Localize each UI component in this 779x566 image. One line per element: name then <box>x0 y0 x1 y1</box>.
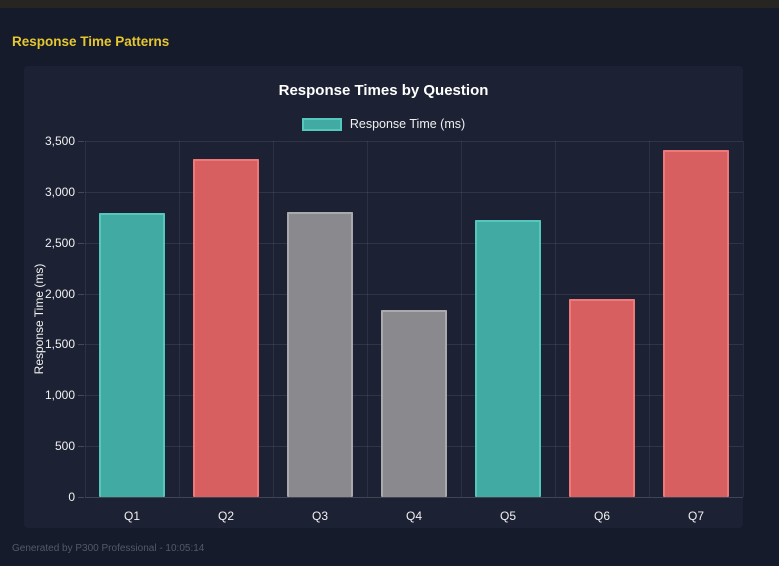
y-tick-label: 1,000 <box>44 388 75 403</box>
y-tick-label: 3,000 <box>44 184 75 199</box>
chart-panel: Response Times by Question Response Time… <box>24 66 744 528</box>
y-tick-mark <box>78 141 84 142</box>
y-tick-label: 1,500 <box>44 337 75 352</box>
y-tick-mark <box>78 446 84 448</box>
y-gridline <box>85 141 743 142</box>
x-gridline <box>461 141 462 497</box>
x-gridline <box>367 141 368 497</box>
y-tick-mark <box>78 191 84 193</box>
x-gridline <box>649 141 650 497</box>
y-tick-mark <box>78 344 84 346</box>
x-tick-label-q2: Q2 <box>217 509 234 523</box>
x-tick-label-q4: Q4 <box>405 509 422 523</box>
y-gridline <box>85 191 743 193</box>
x-gridline <box>555 141 556 497</box>
x-gridline <box>273 141 274 497</box>
page-title: Response Time Patterns <box>12 34 170 49</box>
y-gridline <box>85 293 743 295</box>
x-tick-label-q3: Q3 <box>311 509 328 523</box>
plot-area: Response Time (ms) 0 500 1,000 1,500 2,000 2,… <box>32 134 744 523</box>
bar-q4[interactable] <box>381 309 447 497</box>
bar-q5[interactable] <box>475 220 541 497</box>
footer-status-text: Generated by P300 Professional - 10:05:1… <box>12 543 205 554</box>
x-tick-label-q6: Q6 <box>593 509 610 523</box>
window-topbar <box>0 0 779 8</box>
y-tick-mark <box>78 242 84 244</box>
y-tick-label: 3,500 <box>44 134 75 148</box>
y-tick-mark <box>78 293 84 295</box>
x-tick-label-q7: Q7 <box>687 509 704 523</box>
legend-label: Response Time (ms) <box>349 117 466 131</box>
y-tick-label: 0 <box>68 490 75 504</box>
y-tick-mark <box>78 497 84 498</box>
bar-q2[interactable] <box>193 159 259 497</box>
x-gridline <box>85 141 86 497</box>
x-gridline <box>743 141 744 497</box>
x-tick-label-q1: Q1 <box>123 509 140 523</box>
chart-legend[interactable]: Response Time (ms) <box>24 117 743 131</box>
chart-title: Response Times by Question <box>278 82 489 99</box>
bar-q3[interactable] <box>287 212 353 497</box>
y-gridline <box>85 497 743 498</box>
bar-q1[interactable] <box>99 213 165 497</box>
legend-swatch[interactable] <box>301 117 342 131</box>
bar-q7[interactable] <box>663 150 729 497</box>
bar-q6[interactable] <box>569 298 635 497</box>
x-gridline <box>179 141 180 497</box>
y-gridline <box>85 242 743 244</box>
y-tick-mark <box>78 395 84 397</box>
y-axis-title: Response Time (ms) <box>32 263 46 375</box>
x-tick-label-q5: Q5 <box>499 509 516 523</box>
y-tick-label: 2,000 <box>44 286 75 301</box>
y-tick-label: 2,500 <box>44 235 75 250</box>
y-tick-label: 500 <box>54 439 75 454</box>
